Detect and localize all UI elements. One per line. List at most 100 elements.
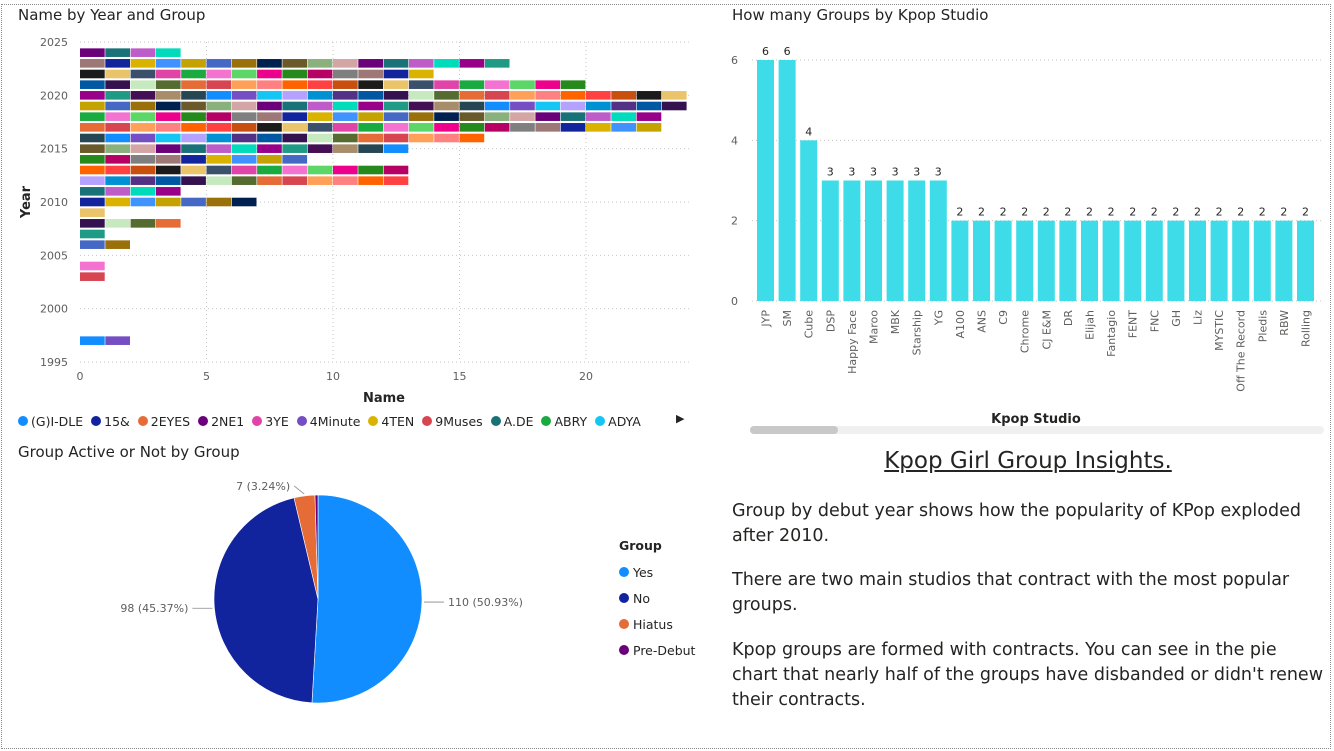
- year-bar-segment: [80, 69, 105, 79]
- year-bar-segment: [358, 69, 383, 79]
- year-bar-segment: [105, 133, 130, 143]
- year-bar-segment: [206, 123, 232, 132]
- year-bar-segment: [105, 91, 130, 100]
- legend-item[interactable]: A.DE: [490, 414, 533, 429]
- legend-item[interactable]: ADYA: [595, 414, 641, 429]
- year-bar-segment: [105, 176, 130, 185]
- legend-item[interactable]: 2EYES: [137, 414, 190, 429]
- year-bar-segment: [80, 272, 105, 281]
- year-bar-segment: [130, 112, 156, 121]
- studio-bar: [757, 60, 774, 301]
- year-bar-segment: [130, 48, 156, 57]
- year-bar-segment: [434, 80, 459, 89]
- year-bar-segment: [130, 144, 156, 153]
- legend-item[interactable]: 4TEN: [368, 414, 414, 429]
- studio-bar-value: 2: [1216, 206, 1223, 219]
- year-bar-segment: [535, 91, 561, 100]
- year-chart[interactable]: 0 5 10 15 20 2025 2020 2015 2010 2005 2000 1995 Name…: [0, 28, 700, 410]
- year-bar-segment: [181, 144, 206, 153]
- legend-item[interactable]: 9Muses: [422, 414, 483, 429]
- year-bar-segment: [307, 112, 333, 121]
- year-chart-legend: (G)I-DLE 15& 2EYES 2NE1 3YE 4Minute 4TEN 9Muses…: [18, 412, 698, 430]
- pie-legend-item[interactable]: Pre-Debut: [619, 637, 695, 663]
- legend-item[interactable]: 15&: [91, 414, 130, 429]
- year-bar-segment: [231, 91, 257, 100]
- year-bar-segment: [510, 91, 535, 100]
- studio-bar: [929, 180, 947, 301]
- year-bar-segment: [484, 59, 510, 68]
- year-bar-segment: [408, 69, 434, 79]
- studio-bar: [1145, 220, 1163, 301]
- year-bar-segment: [257, 112, 282, 121]
- year-bar-segment: [560, 101, 586, 111]
- legend-dot-icon: [422, 416, 433, 426]
- year-bar-segment: [383, 123, 409, 132]
- legend-dot-icon: [368, 416, 379, 426]
- studio-bar-value: 3: [870, 166, 877, 179]
- studio-chart[interactable]: 0 2 4 6 6 JYP 6 SM 4 Cube 3 DSP 3 Happy Face 3 Maroo 3 MB…: [720, 28, 1326, 428]
- year-bar-segment: [434, 91, 459, 100]
- legend-item[interactable]: 4Minute: [296, 413, 361, 429]
- year-bar-segment: [206, 176, 232, 185]
- legend-item[interactable]: 3YE: [252, 414, 289, 429]
- legend-label: 2NE1: [211, 413, 245, 429]
- year-bar-segment: [130, 219, 156, 228]
- studio-bar-value: 2: [1280, 206, 1287, 219]
- studio-bar-value: 4: [805, 125, 812, 138]
- year-bar-segment: [383, 80, 409, 89]
- year-bar-segment: [206, 91, 232, 100]
- studio-category-label: Chrome: [1019, 310, 1032, 353]
- year-bar-segment: [257, 91, 282, 100]
- triangle-right-icon[interactable]: ▶: [676, 412, 685, 425]
- pie-slice-no: [213, 497, 319, 704]
- pie-legend-item[interactable]: Hiatus: [619, 611, 695, 637]
- year-bar-segment: [333, 133, 358, 143]
- pie-chart[interactable]: 110 (50.93%) 98 (45.37%) 7 (3.24%): [0, 465, 610, 747]
- scrollbar-thumb[interactable]: [750, 426, 838, 434]
- year-bar-segment: [257, 101, 282, 111]
- studio-bar: [973, 220, 990, 301]
- year-bar-segment: [560, 112, 586, 121]
- legend-item[interactable]: 2NE1: [198, 414, 244, 429]
- year-bar-segment: [307, 144, 333, 153]
- year-bar-segment: [155, 80, 181, 89]
- studio-bar: [1275, 220, 1293, 301]
- year-bar-segment: [333, 59, 358, 68]
- year-bar-segment: [484, 101, 510, 111]
- y-axis-title: Year: [19, 185, 34, 219]
- studio-bar-value: 3: [892, 166, 899, 179]
- year-bar-segment: [80, 133, 105, 143]
- studio-bar: [1124, 220, 1142, 301]
- year-bar-segment: [231, 133, 257, 143]
- studio-bar-value: 2: [1194, 206, 1201, 219]
- studio-bar-value: 2: [1302, 206, 1309, 219]
- pie-data-label: 98 (45.37%): [120, 602, 188, 615]
- year-bar-segment: [459, 133, 485, 143]
- year-bar-segment: [358, 59, 383, 68]
- year-bar-segment: [105, 240, 130, 249]
- studio-bar: [843, 180, 861, 301]
- legend-item[interactable]: ABRY: [541, 414, 587, 429]
- studio-chart-scrollbar[interactable]: [750, 426, 1324, 434]
- year-bar-segment: [130, 69, 156, 79]
- year-bar-segment: [206, 59, 232, 68]
- pie-legend-item[interactable]: Yes: [619, 559, 695, 585]
- year-bar-segment: [130, 155, 156, 164]
- pie-legend-item[interactable]: No: [619, 585, 695, 611]
- studio-category-label: DSP: [824, 310, 837, 332]
- year-bar-segment: [231, 80, 257, 89]
- year-bar-segment: [333, 123, 358, 132]
- studio-bar-value: 2: [1259, 206, 1266, 219]
- year-bar-segment: [105, 101, 130, 111]
- studio-bar: [1059, 220, 1077, 301]
- legend-item[interactable]: (G)I-DLE: [18, 414, 83, 429]
- legend-dot-icon: [252, 416, 263, 426]
- year-bar-segment: [181, 59, 206, 68]
- studio-category-label: JYP: [760, 310, 773, 328]
- pie-legend-title: Group: [619, 538, 662, 553]
- legend-label: 4Minute: [309, 413, 361, 429]
- year-bar-segment: [231, 69, 257, 79]
- year-bar-segment: [535, 80, 561, 89]
- y-tick-label: 0: [731, 295, 738, 308]
- year-bar-segment: [358, 176, 383, 185]
